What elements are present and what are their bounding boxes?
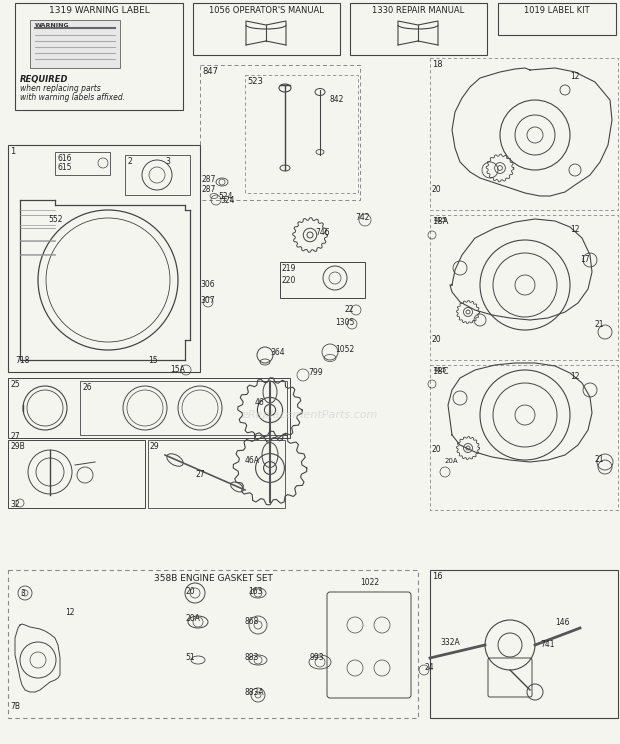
Text: 718: 718 — [15, 356, 29, 365]
Bar — [193, 3, 340, 55]
Text: 29: 29 — [150, 442, 159, 451]
Text: 364: 364 — [270, 348, 285, 357]
Text: 20A: 20A — [445, 458, 459, 464]
Text: 16: 16 — [432, 572, 443, 581]
Bar — [80, 381, 287, 435]
Text: 523: 523 — [247, 77, 263, 86]
Text: 51: 51 — [185, 653, 195, 662]
Text: 3: 3 — [20, 589, 25, 598]
Text: with warning labels affixed.: with warning labels affixed. — [20, 93, 125, 102]
Text: 17: 17 — [580, 255, 590, 264]
Text: 146: 146 — [555, 618, 570, 627]
Text: 415: 415 — [434, 367, 447, 373]
Text: 1330 REPAIR MANUAL: 1330 REPAIR MANUAL — [372, 6, 464, 15]
Text: 219: 219 — [282, 264, 296, 273]
Bar — [430, 570, 618, 718]
Text: 742: 742 — [355, 213, 370, 222]
Bar — [8, 440, 145, 508]
Text: 27: 27 — [195, 470, 205, 479]
Text: 12: 12 — [570, 372, 580, 381]
Text: 26: 26 — [82, 383, 92, 392]
Text: 7B: 7B — [10, 702, 20, 711]
Text: when replacing parts: when replacing parts — [20, 84, 101, 93]
Text: 615: 615 — [57, 163, 71, 172]
Text: 46: 46 — [255, 398, 265, 407]
Bar — [430, 215, 618, 360]
Text: 524: 524 — [218, 192, 232, 201]
Text: 22: 22 — [345, 305, 355, 314]
Text: 18: 18 — [432, 60, 443, 69]
Text: 32: 32 — [10, 500, 20, 509]
Text: 1056 OPERATOR'S MANUAL: 1056 OPERATOR'S MANUAL — [208, 6, 324, 15]
Text: 993: 993 — [310, 653, 325, 662]
Bar — [8, 570, 418, 718]
Text: 20: 20 — [185, 587, 195, 596]
Text: 18C: 18C — [432, 367, 448, 376]
Text: 616: 616 — [57, 154, 71, 163]
Text: 24: 24 — [425, 663, 435, 672]
Text: 552: 552 — [48, 215, 63, 224]
Text: 1: 1 — [10, 147, 16, 156]
Bar — [55, 152, 110, 175]
Text: 15: 15 — [148, 356, 157, 365]
Text: 12: 12 — [570, 72, 580, 81]
Text: 21: 21 — [595, 320, 604, 329]
Bar — [245, 75, 358, 193]
Bar — [125, 155, 190, 195]
Text: 746: 746 — [315, 228, 330, 237]
Text: 220: 220 — [282, 276, 296, 285]
Text: 21: 21 — [595, 455, 604, 464]
Text: 883A: 883A — [245, 688, 265, 697]
Bar — [498, 3, 616, 35]
Text: 12: 12 — [570, 225, 580, 234]
Text: 20: 20 — [432, 445, 441, 454]
Text: 883: 883 — [245, 653, 259, 662]
Bar — [200, 65, 360, 200]
Text: 287: 287 — [202, 185, 216, 194]
Bar — [30, 20, 120, 68]
Text: 18A: 18A — [432, 217, 448, 226]
Bar — [280, 262, 365, 298]
Text: 842: 842 — [330, 95, 344, 104]
Text: 799: 799 — [308, 368, 322, 377]
Bar — [430, 58, 618, 210]
Bar — [8, 378, 290, 438]
Text: eReplacementParts.com: eReplacementParts.com — [242, 410, 378, 420]
Text: 741: 741 — [540, 640, 554, 649]
Text: 1319 WARNING LABEL: 1319 WARNING LABEL — [48, 6, 149, 15]
Text: 46A: 46A — [245, 456, 260, 465]
Text: 29B: 29B — [10, 442, 25, 451]
Text: 27: 27 — [10, 432, 20, 441]
Text: 415: 415 — [434, 217, 447, 223]
Text: 868: 868 — [245, 617, 259, 626]
Text: REQUIRED: REQUIRED — [20, 75, 68, 84]
Text: 307: 307 — [200, 296, 215, 305]
Bar — [350, 3, 487, 55]
Text: 1305: 1305 — [335, 318, 355, 327]
Text: 20A: 20A — [185, 614, 200, 623]
Text: 1052: 1052 — [335, 345, 354, 354]
Bar — [15, 3, 183, 110]
Text: WARNING: WARNING — [35, 23, 69, 28]
Text: 15A: 15A — [170, 365, 185, 374]
Text: 1019 LABEL KIT: 1019 LABEL KIT — [524, 6, 590, 15]
Bar — [148, 440, 285, 508]
Text: 2: 2 — [127, 157, 132, 166]
Text: 332A: 332A — [440, 638, 460, 647]
Bar — [430, 365, 618, 510]
Text: 1022: 1022 — [360, 578, 379, 587]
Bar — [8, 145, 200, 372]
Text: 3: 3 — [165, 157, 170, 166]
Text: 163: 163 — [248, 587, 262, 596]
Text: 306: 306 — [200, 280, 215, 289]
Text: 20: 20 — [432, 335, 441, 344]
Text: 524: 524 — [220, 196, 234, 205]
Text: 20: 20 — [432, 185, 441, 194]
Text: 25: 25 — [10, 380, 20, 389]
Text: 12: 12 — [65, 608, 74, 617]
Text: 847: 847 — [202, 67, 218, 76]
Text: 287: 287 — [202, 175, 216, 184]
Text: 358B ENGINE GASKET SET: 358B ENGINE GASKET SET — [154, 574, 272, 583]
